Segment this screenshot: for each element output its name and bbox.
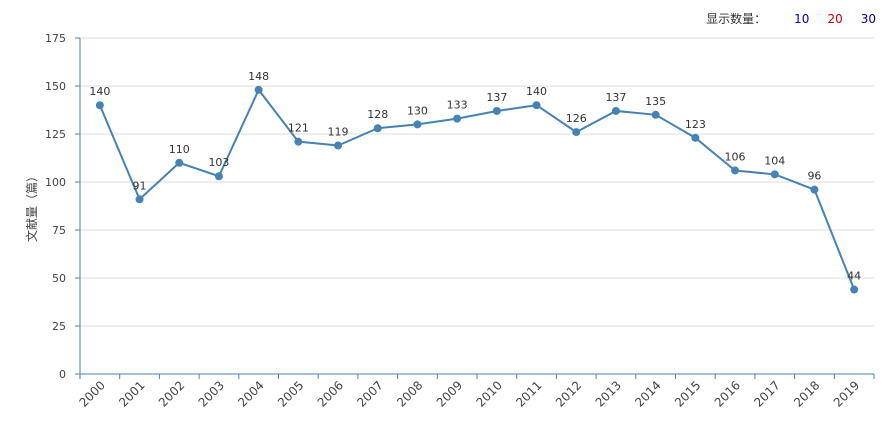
data-point-2010 bbox=[492, 106, 501, 115]
line-layer bbox=[98, 87, 856, 290]
data-point-2013 bbox=[611, 106, 620, 115]
data-point-2011 bbox=[532, 101, 541, 110]
data-label-2009: 133 bbox=[447, 99, 468, 112]
x-tick-label-2018: 2018 bbox=[791, 378, 822, 409]
data-point-2009 bbox=[453, 114, 462, 123]
data-point-2004 bbox=[254, 85, 263, 94]
y-tick-label-175: 175 bbox=[45, 32, 66, 45]
data-point-2006 bbox=[334, 141, 343, 150]
display-count-label: 显示数量： bbox=[706, 12, 767, 26]
data-point-2005 bbox=[294, 137, 303, 146]
display-count-toolbar: 显示数量： 10 20 30 bbox=[706, 10, 876, 27]
x-tick-label-2000: 2000 bbox=[76, 378, 107, 409]
data-point-2016 bbox=[731, 166, 740, 175]
x-tick-label-2012: 2012 bbox=[553, 378, 584, 409]
y-axis-label: 文献量（篇） bbox=[24, 170, 39, 242]
data-point-2008 bbox=[413, 120, 422, 129]
data-point-2012 bbox=[572, 128, 581, 137]
data-label-2006: 119 bbox=[328, 126, 349, 139]
data-point-2014 bbox=[651, 110, 660, 119]
y-tick-label-25: 25 bbox=[52, 320, 66, 333]
data-label-2010: 137 bbox=[486, 91, 507, 104]
data-label-2013: 137 bbox=[605, 91, 626, 104]
display-count-option-20[interactable]: 20 bbox=[827, 11, 843, 26]
point-layer bbox=[95, 85, 859, 294]
x-tick-label-2016: 2016 bbox=[712, 378, 743, 409]
data-label-2017: 104 bbox=[764, 154, 785, 167]
y-tick-label-50: 50 bbox=[52, 272, 66, 285]
data-label-2001: 91 bbox=[133, 179, 147, 192]
data-label-2002: 110 bbox=[169, 143, 190, 156]
data-label-2012: 126 bbox=[566, 112, 587, 125]
data-label-2019: 44 bbox=[847, 270, 861, 283]
data-point-2001 bbox=[135, 195, 144, 204]
data-point-2000 bbox=[95, 101, 104, 110]
y-tick-label-150: 150 bbox=[45, 80, 66, 93]
x-tick-label-2006: 2006 bbox=[315, 378, 346, 409]
data-label-2000: 140 bbox=[89, 85, 110, 98]
data-label-2003: 103 bbox=[208, 156, 229, 169]
x-tick-label-2004: 2004 bbox=[235, 378, 266, 409]
x-tick-label-2015: 2015 bbox=[672, 378, 703, 409]
x-tick-label-2010: 2010 bbox=[473, 378, 504, 409]
x-tick-label-2008: 2008 bbox=[394, 378, 425, 409]
grid-layer bbox=[80, 37, 874, 327]
data-point-2007 bbox=[373, 124, 382, 133]
data-point-2015 bbox=[691, 133, 700, 142]
axis-layer: 0 25 50 75 100 125 150 175 2000 2001 2002 2003 2004 2… bbox=[45, 32, 875, 410]
data-point-2003 bbox=[214, 172, 223, 181]
x-tick-label-2005: 2005 bbox=[275, 378, 306, 409]
display-count-option-10[interactable]: 10 bbox=[794, 11, 810, 26]
data-label-2007: 128 bbox=[367, 108, 388, 121]
label-layer: 140 91 110 103 148 121 119 128 130 133 137 140 126 13… bbox=[89, 70, 861, 283]
y-tick-label-75: 75 bbox=[52, 224, 66, 237]
x-tick-label-2011: 2011 bbox=[513, 378, 544, 409]
data-label-2004: 148 bbox=[248, 70, 269, 83]
data-label-2005: 121 bbox=[288, 122, 309, 135]
data-label-2011: 140 bbox=[526, 85, 547, 98]
data-label-2018: 96 bbox=[807, 170, 821, 183]
x-tick-label-2013: 2013 bbox=[593, 378, 624, 409]
y-tick-label-125: 125 bbox=[45, 128, 66, 141]
data-label-2008: 130 bbox=[407, 104, 428, 117]
x-tick-label-2019: 2019 bbox=[831, 378, 862, 409]
data-point-2019 bbox=[850, 285, 859, 294]
x-tick-label-2001: 2001 bbox=[116, 378, 147, 409]
data-label-2014: 135 bbox=[645, 95, 666, 108]
display-count-option-30[interactable]: 30 bbox=[860, 11, 876, 26]
data-point-2018 bbox=[810, 185, 819, 194]
x-tick-label-2017: 2017 bbox=[751, 378, 782, 409]
data-point-2017 bbox=[770, 170, 779, 179]
x-tick-label-2009: 2009 bbox=[434, 378, 465, 409]
series-line bbox=[98, 87, 856, 290]
data-point-2002 bbox=[175, 158, 184, 167]
x-tick-label-2007: 2007 bbox=[354, 378, 385, 409]
x-tick-label-2003: 2003 bbox=[196, 378, 227, 409]
data-label-2016: 106 bbox=[725, 150, 746, 163]
y-tick-label-0: 0 bbox=[59, 368, 66, 381]
data-label-2015: 123 bbox=[685, 118, 706, 131]
y-tick-label-100: 100 bbox=[45, 176, 66, 189]
x-tick-label-2002: 2002 bbox=[156, 378, 187, 409]
x-tick-label-2014: 2014 bbox=[632, 378, 663, 409]
